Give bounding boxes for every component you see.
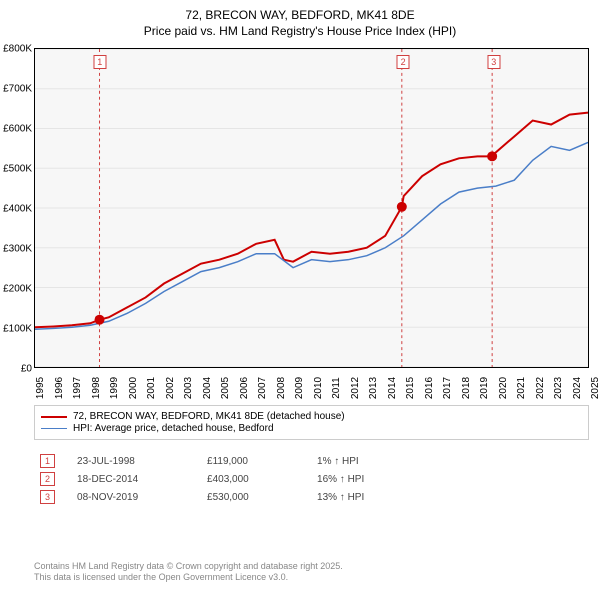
legend-item: 72, BRECON WAY, BEDFORD, MK41 8DE (detac… — [41, 411, 582, 422]
x-axis-tick: 2015 — [405, 377, 416, 399]
y-axis-tick: £400K — [2, 204, 32, 215]
title-line2: Price paid vs. HM Land Registry's House … — [0, 24, 600, 40]
legend-item: HPI: Average price, detached house, Bedf… — [41, 423, 582, 434]
transaction-pct: 16% ↑ HPI — [317, 474, 397, 485]
transaction-row: 1 23-JUL-1998£119,0001% ↑ HPI — [40, 454, 397, 468]
transaction-price: £119,000 — [207, 456, 317, 467]
transaction-row: 3 08-NOV-2019£530,00013% ↑ HPI — [40, 490, 397, 504]
y-axis-tick: £800K — [2, 44, 32, 55]
transactions-table: 1 23-JUL-1998£119,0001% ↑ HPI 2 18-DEC-2014… — [40, 450, 397, 508]
x-axis-tick: 2010 — [313, 377, 324, 399]
transaction-date: 23-JUL-1998 — [77, 456, 207, 467]
vline-label: 2 — [397, 55, 410, 69]
y-axis-tick: £500K — [2, 164, 32, 175]
x-axis-tick: 2023 — [553, 377, 564, 399]
x-axis-tick: 2014 — [387, 377, 398, 399]
x-axis-tick: 2024 — [572, 377, 583, 399]
legend-label: HPI: Average price, detached house, Bedf… — [73, 423, 274, 434]
attribution-footer: Contains HM Land Registry data © Crown c… — [34, 561, 343, 584]
x-axis-tick: 1999 — [109, 377, 120, 399]
footer-line1: Contains HM Land Registry data © Crown c… — [34, 561, 343, 573]
x-axis-tick: 2013 — [368, 377, 379, 399]
y-axis-tick: £200K — [2, 284, 32, 295]
x-axis-tick: 2019 — [479, 377, 490, 399]
x-axis-tick: 2005 — [220, 377, 231, 399]
x-axis-tick: 2012 — [350, 377, 361, 399]
x-axis-tick: 1995 — [35, 377, 46, 399]
legend-swatch — [41, 428, 67, 429]
y-axis-tick: £100K — [2, 324, 32, 335]
transaction-number: 1 — [40, 454, 55, 468]
x-axis-tick: 1996 — [54, 377, 65, 399]
x-axis-tick: 1997 — [72, 377, 83, 399]
vline-label: 3 — [487, 55, 500, 69]
x-axis-tick: 2001 — [146, 377, 157, 399]
x-axis-tick: 2002 — [165, 377, 176, 399]
transaction-price: £403,000 — [207, 474, 317, 485]
x-axis-tick: 2021 — [516, 377, 527, 399]
x-axis-tick: 2009 — [294, 377, 305, 399]
transaction-number: 2 — [40, 472, 55, 486]
transaction-row: 2 18-DEC-2014£403,00016% ↑ HPI — [40, 472, 397, 486]
x-axis-tick: 2008 — [276, 377, 287, 399]
line-chart: 123£0£100K£200K£300K£400K£500K£600K£700K… — [34, 48, 589, 368]
legend-swatch — [41, 416, 67, 418]
x-axis-tick: 2003 — [183, 377, 194, 399]
x-axis-tick: 2000 — [128, 377, 139, 399]
x-axis-tick: 2007 — [257, 377, 268, 399]
x-axis-tick: 2017 — [442, 377, 453, 399]
title-line1: 72, BRECON WAY, BEDFORD, MK41 8DE — [0, 8, 600, 24]
x-axis-tick: 2006 — [239, 377, 250, 399]
y-axis-tick: £700K — [2, 84, 32, 95]
footer-line2: This data is licensed under the Open Gov… — [34, 572, 343, 584]
x-axis-tick: 2016 — [424, 377, 435, 399]
transaction-price: £530,000 — [207, 492, 317, 503]
x-axis-tick: 2020 — [498, 377, 509, 399]
chart-title: 72, BRECON WAY, BEDFORD, MK41 8DE Price … — [0, 0, 600, 39]
y-axis-tick: £0 — [2, 364, 32, 375]
x-axis-tick: 2004 — [202, 377, 213, 399]
y-axis-tick: £600K — [2, 124, 32, 135]
transaction-pct: 1% ↑ HPI — [317, 456, 397, 467]
vline-label: 1 — [93, 55, 106, 69]
transaction-date: 18-DEC-2014 — [77, 474, 207, 485]
chart-svg — [35, 49, 588, 367]
x-axis-tick: 1998 — [91, 377, 102, 399]
x-axis-tick: 2025 — [590, 377, 600, 399]
x-axis-tick: 2022 — [535, 377, 546, 399]
x-axis-tick: 2018 — [461, 377, 472, 399]
chart-legend: 72, BRECON WAY, BEDFORD, MK41 8DE (detac… — [34, 405, 589, 440]
transaction-pct: 13% ↑ HPI — [317, 492, 397, 503]
y-axis-tick: £300K — [2, 244, 32, 255]
x-axis-tick: 2011 — [331, 377, 342, 399]
transaction-date: 08-NOV-2019 — [77, 492, 207, 503]
transaction-number: 3 — [40, 490, 55, 504]
legend-label: 72, BRECON WAY, BEDFORD, MK41 8DE (detac… — [73, 411, 345, 422]
